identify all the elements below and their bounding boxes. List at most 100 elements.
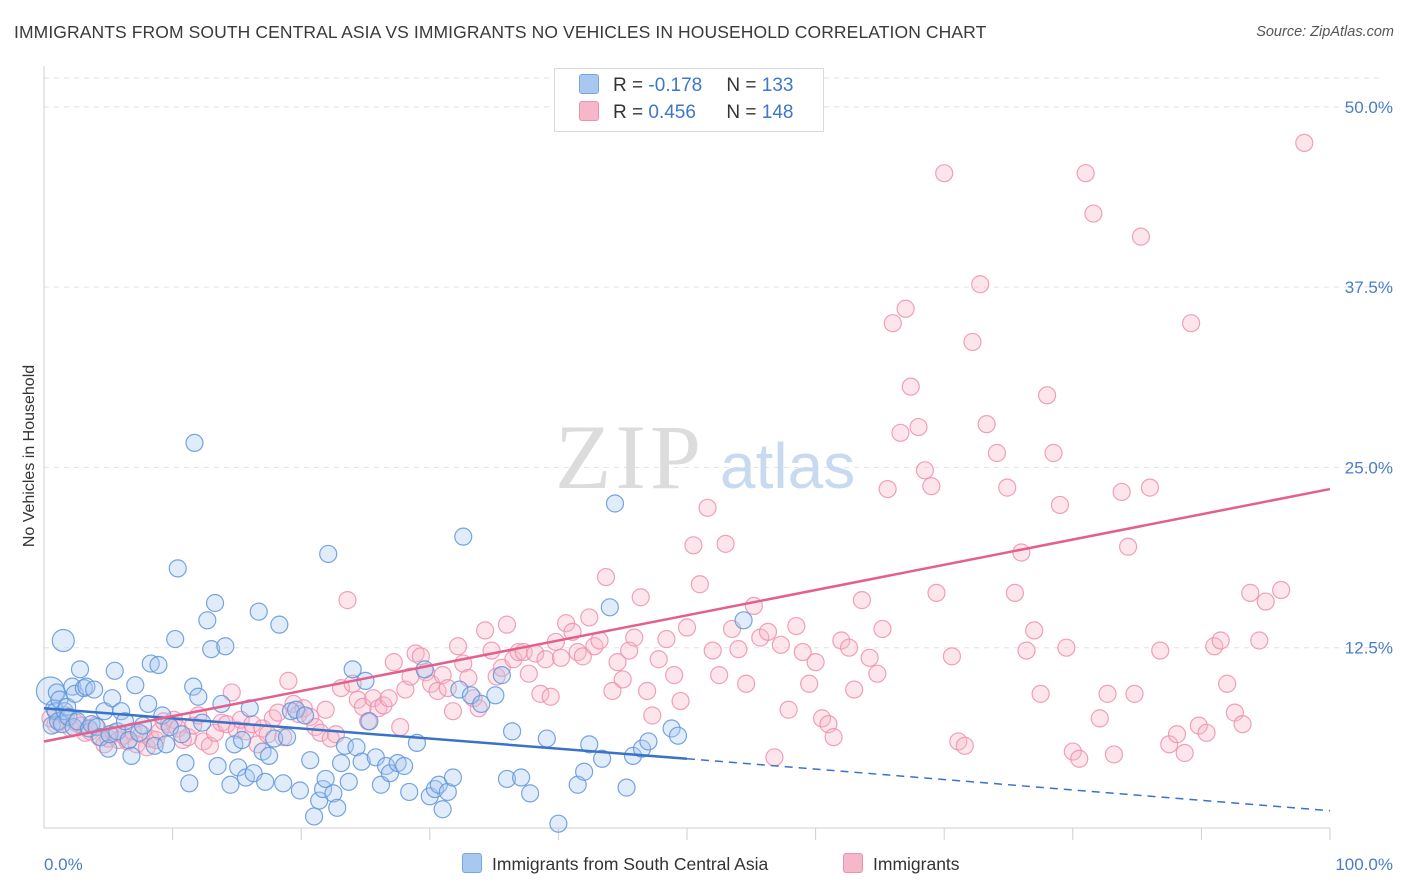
immigrants-point [1050,495,1070,515]
svg-text:ZIP: ZIP [555,406,705,508]
pink-swatch [579,101,599,121]
south-central-asia-point [277,728,297,747]
chart-title: IMMIGRANTS FROM SOUTH CENTRAL ASIA VS IM… [14,22,987,42]
immigrants-point [690,575,709,594]
south-central-asia-point [184,677,203,696]
immigrants-point [671,691,690,711]
south-central-asia-point [99,739,118,758]
immigrants-point [338,591,357,610]
immigrants-point [364,689,383,708]
immigrants-point [860,648,879,667]
immigrants-point [638,681,657,701]
legend-label: Immigrants from South Central Asia [492,854,769,874]
immigrants-point [1017,641,1036,660]
immigrants-point [1272,580,1291,600]
immigrants-point [316,700,335,719]
immigrants-point [1044,443,1063,463]
south-central-asia-point [212,694,231,714]
south-central-asia-point [433,800,452,819]
south-central-asia-point [575,762,594,781]
immigrants-point [475,621,495,640]
immigrants-point [963,332,982,352]
immigrants-point [684,536,703,555]
immigrants-point [631,588,650,607]
immigrants-point [519,664,538,683]
south-central-asia-point [339,772,358,791]
south-central-asia-point [319,544,338,564]
immigrants-point [443,702,463,721]
south-central-asia-point [193,713,212,732]
south-central-asia-point [295,706,315,725]
immigrants-point [901,377,920,396]
immigrants-point [955,736,974,755]
south-central-asia-point [331,753,351,773]
immigrants-point [1218,674,1237,693]
immigrants-points [41,133,1314,768]
immigrants-point [729,640,748,659]
south-central-asia-point [617,778,636,797]
stats-row-south-central-asia: R = -0.178 N = 133 [579,73,793,99]
south-central-asia-point [343,660,362,679]
immigrants-point [1084,204,1103,223]
south-central-asia-point [512,768,531,787]
stats-box: R = -0.178 N = 133 R = 0.456 N = 148 [554,68,824,132]
immigrants-point [541,687,560,706]
immigrants-point [1182,314,1201,333]
south-central-asia-point [274,774,293,793]
immigrants-point [1104,745,1124,764]
immigrants-point [448,637,468,656]
immigrants-point [649,650,668,669]
immigrants-point [771,635,790,654]
immigrants-point [1233,715,1252,734]
grid [44,77,1380,649]
south-central-asia-point [580,735,599,754]
south-central-asia-point [157,735,176,754]
south-central-asia-point [119,730,138,750]
legend-swatch-blue [462,853,482,873]
south-central-asia-point [51,628,75,653]
immigrants-point [1090,709,1109,728]
immigrants-point [927,583,946,603]
south-central-asia-point [202,640,221,659]
south-central-asia-point [256,772,275,791]
south-central-asia-point [443,768,463,787]
svg-text:atlas: atlas [720,430,855,502]
x-tick-label: 0.0% [44,855,83,874]
immigrants-trend-line [43,487,1331,743]
south-central-asia-point [68,712,87,731]
immigrants-point [1189,716,1208,735]
immigrants-point [497,615,517,634]
immigrants-point [613,670,632,689]
immigrants-point [1250,631,1269,650]
legend-item-south-central-asia[interactable]: Immigrants from South Central Asia [462,852,768,876]
r-value: 0.456 [648,102,696,123]
south-central-asia-point [537,729,556,748]
immigrants-point [839,638,859,657]
y-tick-label: 37.5% [1345,278,1393,297]
south-central-asia-point [472,694,491,714]
legend: Immigrants from South Central Asia Immig… [0,852,1406,876]
immigrants-point [608,653,627,672]
immigrants-point [573,647,592,666]
immigrants-point [971,275,990,294]
south-central-asia-point [290,781,310,800]
south-central-asia-point [662,719,681,738]
south-central-asia-trend-extension [686,758,1331,812]
legend-item-immigrants[interactable]: Immigrants [843,852,960,876]
n-label: N = [726,75,762,96]
y-tick-label: 12.5% [1345,639,1393,658]
trend-lines [43,487,1331,812]
south-central-asia-point [172,725,191,744]
r-value: -0.178 [648,75,703,96]
south-central-asia-point [316,769,335,789]
south-central-asia-point [668,726,688,745]
source-label: Source: ZipAtlas.com [1256,24,1394,40]
immigrants-point [977,415,996,434]
immigrants-point [716,534,735,553]
immigrants-point [896,299,915,318]
south-central-asia-point [400,782,419,802]
south-central-asia-point [63,677,82,696]
south-central-asia-point [189,687,208,706]
y-axis-label: No Vehicles in Household [21,364,38,548]
immigrants-point [1140,478,1160,497]
